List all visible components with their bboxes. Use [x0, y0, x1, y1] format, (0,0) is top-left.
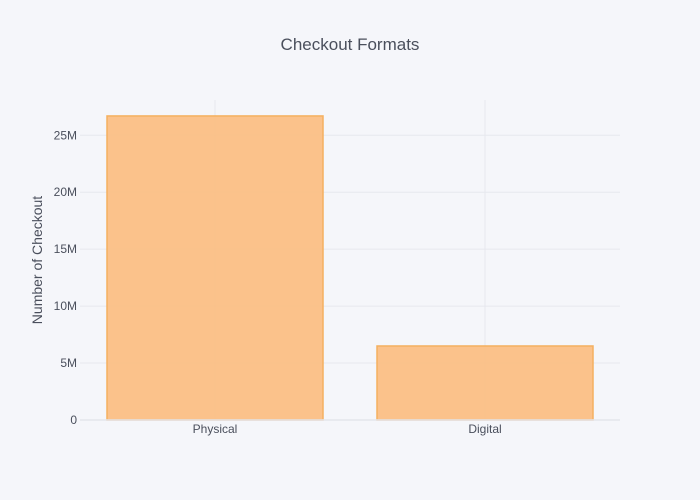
- bar-physical[interactable]: [106, 115, 324, 421]
- axis-layer: 0 5M 10M 15M 20M 25M Physical Digital: [54, 128, 620, 436]
- y-tick-label: 10M: [54, 299, 77, 313]
- x-tick-label: Digital: [468, 422, 501, 436]
- y-tick-label: 25M: [54, 128, 77, 142]
- y-tick-label: 20M: [54, 185, 77, 199]
- y-tick-label: 15M: [54, 242, 77, 256]
- y-tick-label: 5M: [60, 356, 77, 370]
- y-tick-label: 0: [70, 413, 77, 427]
- y-axis-title: Number of Checkout: [29, 196, 45, 325]
- chart-title: Checkout Formats: [281, 35, 420, 54]
- bar-digital[interactable]: [376, 345, 594, 421]
- x-tick-label: Physical: [193, 422, 238, 436]
